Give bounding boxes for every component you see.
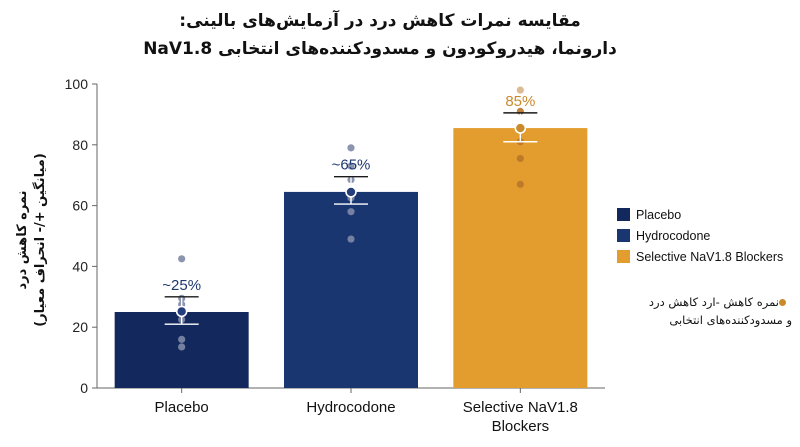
bar-hydrocodone bbox=[284, 191, 418, 388]
x-tick-label: Placebo bbox=[155, 399, 209, 416]
data-point bbox=[347, 235, 355, 243]
legend-swatch-nav18 bbox=[617, 250, 630, 263]
data-point bbox=[516, 86, 524, 94]
mean-marker bbox=[175, 305, 188, 318]
y-tick-label: 60 bbox=[72, 198, 88, 214]
x-tick-label: Hydrocodone bbox=[306, 399, 395, 416]
data-point bbox=[516, 154, 524, 163]
mean-marker bbox=[514, 122, 527, 134]
data-point bbox=[516, 180, 524, 188]
y-tick-label: 80 bbox=[72, 137, 88, 153]
legend-item-placebo: Placebo bbox=[617, 204, 783, 225]
legend-label-placebo: Placebo bbox=[636, 207, 682, 222]
data-point bbox=[347, 162, 355, 170]
data-point bbox=[347, 208, 355, 216]
y-tick-label: 40 bbox=[72, 258, 88, 274]
legend-swatch-placebo bbox=[617, 208, 630, 221]
bar-value-label: 85% bbox=[505, 93, 535, 110]
y-tick-label: 100 bbox=[65, 76, 89, 92]
data-point bbox=[178, 255, 186, 263]
legend-item-hydrocodone: Hydrocodone bbox=[617, 225, 783, 246]
legend-label-nav18: Selective NaV1.8 Blockers bbox=[636, 249, 784, 264]
legend-dot-icon bbox=[779, 299, 786, 306]
data-point bbox=[178, 335, 186, 343]
bar-value-label: ~65% bbox=[332, 157, 371, 174]
data-point bbox=[347, 144, 355, 152]
bar-value-label: ~25% bbox=[162, 277, 201, 294]
legend-note-line2: و مسدودکننده‌های انتخابی bbox=[669, 313, 792, 327]
data-point bbox=[178, 343, 186, 351]
legend-note-text1: نمره کاهش -ارد کاهش درد bbox=[648, 295, 779, 309]
x-tick-label: Selective NaV1.8 bbox=[463, 399, 578, 416]
mean-marker bbox=[345, 186, 357, 198]
chart-title-line1: مقایسه نمرات کاهش درد در آزمایش‌های بالی… bbox=[179, 11, 581, 31]
legend-note-line1: نمره کاهش -ارد کاهش درد bbox=[617, 293, 792, 311]
y-tick-label: 20 bbox=[72, 319, 88, 335]
legend-item-nav18: Selective NaV1.8 Blockers bbox=[617, 246, 783, 267]
legend-note: نمره کاهش -ارد کاهش درد و مسدودکننده‌های… bbox=[617, 293, 792, 329]
legend: Placebo Hydrocodone Selective NaV1.8 Blo… bbox=[617, 204, 783, 267]
legend-swatch-hydrocodone bbox=[617, 229, 630, 242]
bar-nav18 bbox=[453, 128, 588, 388]
y-tick-label: 0 bbox=[80, 380, 88, 396]
chart-title-line2: دارونما، هیدروکودون و مسدودکننده‌های انت… bbox=[143, 39, 617, 59]
x-tick-label: Blockers bbox=[492, 418, 550, 435]
legend-label-hydrocodone: Hydrocodone bbox=[636, 228, 711, 243]
